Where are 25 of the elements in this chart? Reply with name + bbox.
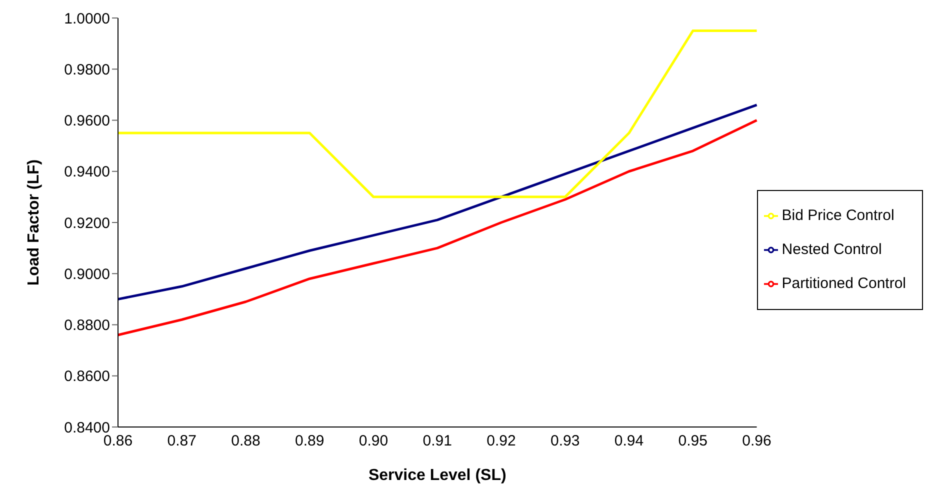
y-tick-label: 0.9200 <box>64 214 110 232</box>
line-series <box>116 104 758 300</box>
legend-label: Bid Price Control <box>782 207 894 224</box>
legend-label: Nested Control <box>782 241 882 258</box>
x-axis-title: Service Level (SL) <box>368 467 506 484</box>
y-axis-title: Load Factor (LF) <box>26 159 43 286</box>
x-tick-label: 0.89 <box>295 432 324 450</box>
y-tick-label: 1.0000 <box>64 10 110 28</box>
y-tick-label: 0.9800 <box>64 61 110 78</box>
x-tick-label: 0.94 <box>614 432 644 450</box>
y-tick-label: 0.9000 <box>64 266 110 283</box>
y-tick-label: 0.9400 <box>64 164 110 181</box>
x-tick-label: 0.91 <box>422 432 452 450</box>
x-tick-label: 0.87 <box>167 432 196 450</box>
x-tick-label: 0.93 <box>550 432 580 450</box>
x-tick-label: 0.95 <box>678 432 708 450</box>
y-tick-label: 0.8600 <box>64 368 110 386</box>
y-tick-label: 0.9600 <box>64 112 110 130</box>
line-series <box>116 119 758 336</box>
x-tick-label: 0.96 <box>742 432 772 450</box>
x-tick-label: 0.88 <box>231 432 260 450</box>
x-tick-label: 0.90 <box>358 432 388 450</box>
legend-label: Partitioned Control <box>782 275 906 292</box>
x-tick-label: 0.92 <box>486 432 516 450</box>
y-tick-label: 0.8800 <box>64 317 110 334</box>
